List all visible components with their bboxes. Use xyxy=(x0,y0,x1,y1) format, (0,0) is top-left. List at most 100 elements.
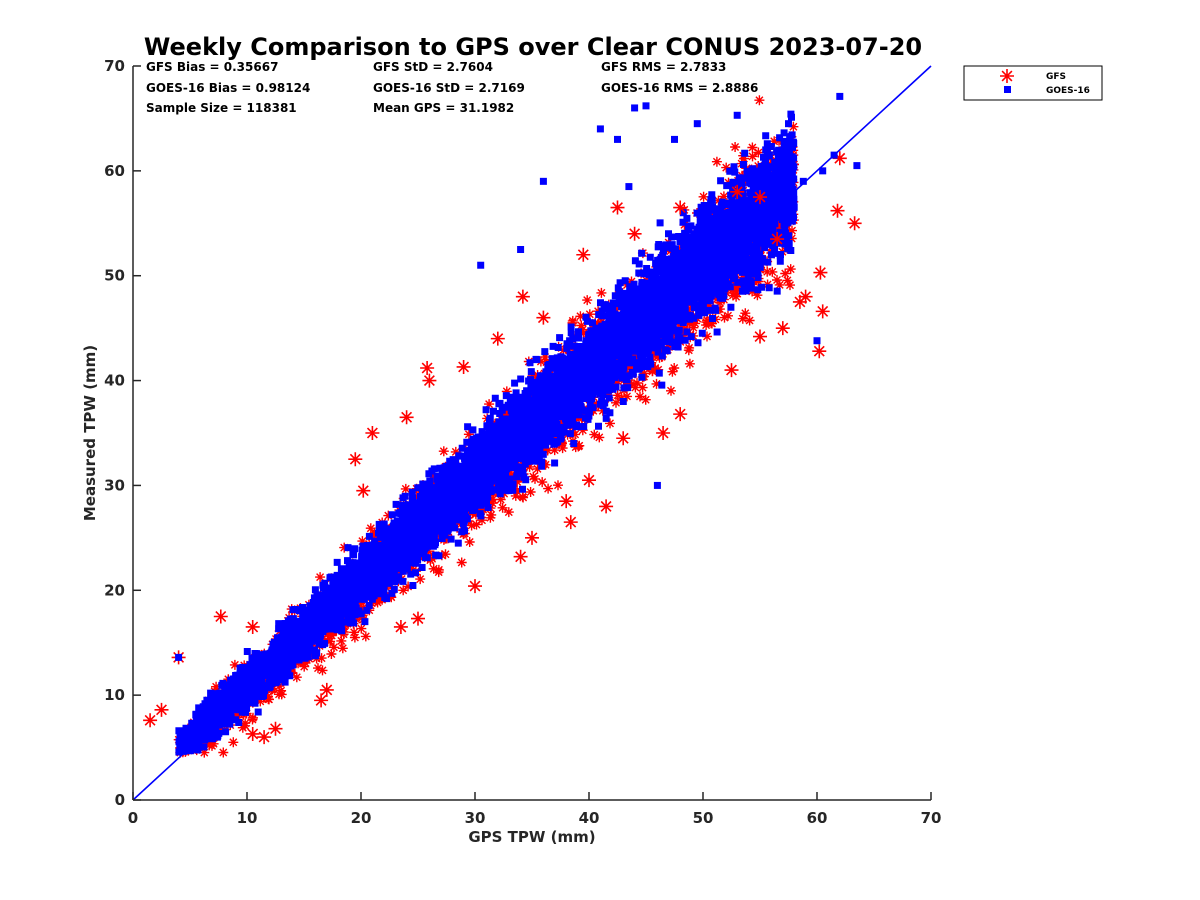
chart-title: Weekly Comparison to GPS over Clear CONU… xyxy=(144,33,922,61)
stat-gfs-std: GFS StD = 2.7604 xyxy=(373,60,493,74)
gfs-point xyxy=(154,702,169,717)
y-tick-label: 30 xyxy=(104,476,125,494)
y-tick-label: 60 xyxy=(104,162,125,180)
goes16-point xyxy=(819,167,827,175)
gfs-point xyxy=(730,184,745,199)
y-ticks: 0 10 20 30 40 50 60 70 xyxy=(104,57,141,809)
gfs-point xyxy=(143,713,158,728)
x-tick-label: 30 xyxy=(465,809,486,827)
x-tick-label: 0 xyxy=(128,809,138,827)
gfs-point xyxy=(490,331,505,346)
gfs-point xyxy=(515,289,530,304)
y-tick-label: 20 xyxy=(104,581,125,599)
goes16-point xyxy=(175,653,183,661)
gfs-point xyxy=(616,431,631,446)
stat-sample-size: Sample Size = 118381 xyxy=(146,101,297,115)
axes: 0 10 20 30 40 50 60 70 0 10 20 30 40 50 60 70 xyxy=(104,57,941,827)
one-to-one-line xyxy=(132,65,932,801)
point-cloud xyxy=(173,95,799,758)
legend: GFS GOES-16 xyxy=(963,65,1103,101)
gfs-point xyxy=(411,611,425,626)
y-tick-label: 70 xyxy=(104,57,125,75)
gfs-point xyxy=(348,452,363,467)
gfs-point xyxy=(599,499,614,514)
gfs-point xyxy=(213,609,228,624)
goes16-point xyxy=(813,337,821,345)
goes16-point xyxy=(517,246,525,253)
stat-gfs-bias: GFS Bias = 0.35667 xyxy=(146,60,278,74)
y-axis-label: Measured TPW (mm) xyxy=(81,345,99,521)
gfs-point xyxy=(245,726,260,741)
x-tick-label: 70 xyxy=(921,809,942,827)
gfs-point xyxy=(673,200,688,215)
gfs-point xyxy=(627,226,642,241)
x-ticks: 0 10 20 30 40 50 60 70 xyxy=(128,792,942,827)
goes16-point xyxy=(836,92,844,100)
goes16-point xyxy=(785,120,792,128)
gfs-point xyxy=(257,730,272,745)
gfs-point xyxy=(245,619,260,634)
gfs-point xyxy=(268,721,283,736)
goes16-point xyxy=(477,261,485,269)
y-tick-label: 0 xyxy=(115,791,125,809)
goes16-point xyxy=(614,135,621,143)
gfs-point xyxy=(673,407,688,422)
goes16-point xyxy=(788,156,796,164)
goes16-point xyxy=(642,102,650,110)
gfs-point xyxy=(815,304,830,319)
x-tick-label: 60 xyxy=(807,809,828,827)
gfs-point xyxy=(314,693,329,708)
x-axis-label: GPS TPW (mm) xyxy=(468,828,595,846)
y-tick-label: 10 xyxy=(104,686,125,704)
gfs-point xyxy=(582,473,596,488)
gfs-point xyxy=(536,310,551,325)
legend-gfs-marker xyxy=(1000,69,1014,83)
gfs-point xyxy=(753,329,767,344)
gfs-point xyxy=(812,344,827,359)
goes16-point xyxy=(762,146,770,154)
gfs-point xyxy=(770,232,785,247)
gfs-point xyxy=(610,200,625,215)
legend-box xyxy=(963,65,1103,101)
gfs-point xyxy=(420,360,435,375)
gfs-point xyxy=(847,216,862,231)
goes16-point xyxy=(625,183,633,191)
goes16-point xyxy=(596,125,604,133)
y-tick-label: 40 xyxy=(104,372,125,390)
gfs-point xyxy=(559,494,574,509)
gfs-point xyxy=(832,151,847,166)
stats-block: GFS Bias = 0.35667 GFS StD = 2.7604 GFS … xyxy=(146,60,758,115)
legend-gfs-label: GFS xyxy=(1046,72,1066,82)
gfs-point xyxy=(393,619,408,634)
goes16-point xyxy=(653,481,661,489)
gfs-point xyxy=(356,483,371,498)
goes16-point xyxy=(853,162,861,170)
stat-gfs-rms: GFS RMS = 2.7833 xyxy=(601,60,726,74)
gfs-point xyxy=(792,294,807,309)
legend-goes-marker xyxy=(1004,86,1011,93)
gfs-point xyxy=(813,265,828,280)
goes16-cloud xyxy=(175,110,798,756)
gfs-point xyxy=(798,289,813,304)
gfs-point xyxy=(456,359,471,374)
x-tick-label: 40 xyxy=(579,809,600,827)
gfs-point xyxy=(576,247,591,262)
gfs-point xyxy=(724,363,739,378)
goes16-point xyxy=(799,177,807,185)
goes16-point xyxy=(693,120,701,128)
gfs-point xyxy=(563,515,578,530)
gfs-point xyxy=(525,530,539,545)
goes16-point xyxy=(631,104,639,112)
gfs-point xyxy=(319,682,334,697)
gfs-point xyxy=(513,549,528,564)
gfs-point xyxy=(830,203,845,218)
y-tick-label: 50 xyxy=(104,267,125,285)
gfs-point xyxy=(775,321,790,336)
scatter-markers xyxy=(143,92,862,745)
x-tick-label: 10 xyxy=(237,809,258,827)
gfs-point xyxy=(422,373,437,388)
goes16-point xyxy=(671,135,678,143)
goes16-point xyxy=(733,111,741,119)
legend-goes-label: GOES-16 xyxy=(1046,86,1090,96)
